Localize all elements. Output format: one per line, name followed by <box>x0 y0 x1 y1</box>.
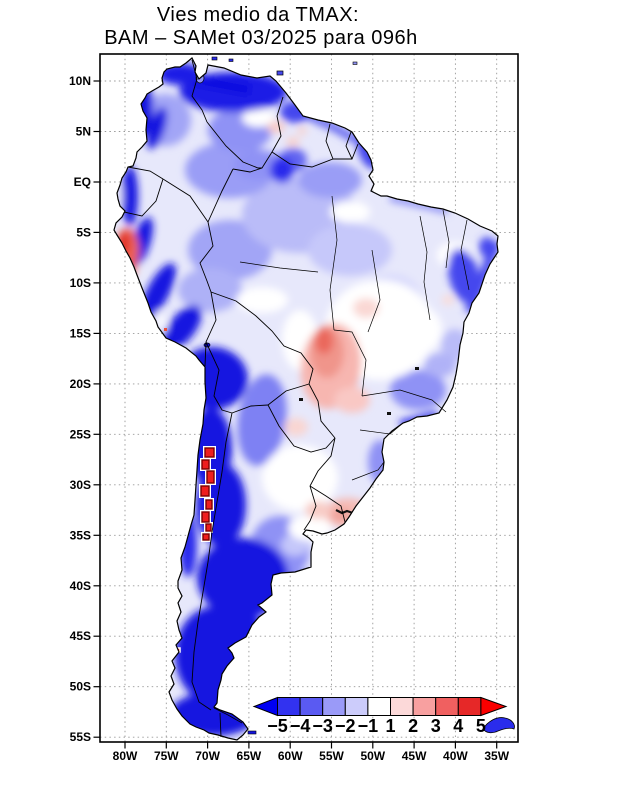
colorbar-tick-label: 5 <box>476 716 486 736</box>
colorbar-tick-label: −5 <box>267 716 288 736</box>
colorbar-tick-label: 2 <box>408 716 418 736</box>
lat-tick-label: EQ <box>74 175 91 189</box>
colorbar-tick-label: −2 <box>335 716 356 736</box>
colorbar: −5 −4 −3 −2 −1 1 2 3 4 5 <box>252 696 508 736</box>
lat-tick-label: 10N <box>69 74 91 88</box>
lon-tick-label: 75W <box>154 749 179 763</box>
lat-tick-label: 20S <box>70 377 91 391</box>
lat-tick-label: 35S <box>70 528 91 542</box>
lon-tick-label: 80W <box>113 749 138 763</box>
colorbar-labels: −5 −4 −3 −2 −1 1 2 3 4 5 <box>267 716 486 736</box>
lat-tick-label: 40S <box>70 579 91 593</box>
lat-tick-label: 25S <box>70 427 91 441</box>
lat-tick-label: 55S <box>70 730 91 744</box>
colorbar-segment <box>412 697 437 716</box>
lon-tick-label: 60W <box>278 749 303 763</box>
islands <box>211 56 515 735</box>
colorbar-segment <box>390 697 414 716</box>
lat-tick-label: 50S <box>70 680 91 694</box>
colorbar-right-arrow <box>480 696 508 717</box>
lat-tick-label: 30S <box>70 478 91 492</box>
colorbar-segment <box>299 697 324 716</box>
lat-axis-labels: 10N 5N EQ 5S 10S 15S 20S 25S 30S 35S 40S… <box>69 74 91 744</box>
lon-tick-label: 70W <box>195 749 220 763</box>
colorbar-segment <box>344 697 369 716</box>
lat-tick-label: 45S <box>70 629 91 643</box>
colorbar-tick-label: 4 <box>453 716 463 736</box>
lat-tick-label: 5N <box>76 125 91 139</box>
colorbar-tick-label: 1 <box>385 716 395 736</box>
figure-title: Vies medio da TMAX: BAM – SAMet 03/2025 … <box>104 4 418 49</box>
lon-tick-label: 35W <box>484 749 509 763</box>
colorbar-tick-label: 3 <box>431 716 441 736</box>
colorbar-segment <box>322 697 346 716</box>
colorbar-tick-label: −4 <box>290 716 311 736</box>
colorbar-tick-label: −3 <box>312 716 333 736</box>
lat-tick-label: 10S <box>70 276 91 290</box>
lon-tick-label: 50W <box>360 749 385 763</box>
south-georgia-island <box>482 717 515 734</box>
colorbar-segment <box>277 697 301 716</box>
lon-tick-label: 65W <box>237 749 262 763</box>
figure-title-line1: Vies medio da TMAX: <box>157 4 359 26</box>
state-borders <box>239 195 470 481</box>
colorbar-segment <box>367 697 391 716</box>
lat-tick-label: 5S <box>76 225 91 239</box>
map-frame <box>99 53 519 743</box>
figure-title-line2: BAM – SAMet 03/2025 para 096h <box>104 27 418 49</box>
colorbar-segment <box>435 697 459 716</box>
lon-tick-label: 40W <box>443 749 468 763</box>
lon-tick-label: 45W <box>402 749 427 763</box>
axis-ticks <box>93 80 498 749</box>
country-borders <box>123 59 359 738</box>
colorbar-tick-label: −1 <box>358 716 379 736</box>
colorbar-segment <box>457 697 482 716</box>
lon-axis-labels: 80W 75W 70W 65W 60W 55W 50W 45W 40W 35W <box>113 749 510 763</box>
lon-tick-label: 55W <box>319 749 344 763</box>
chile-hot-spots <box>164 328 216 653</box>
lat-tick-label: 15S <box>70 326 91 340</box>
